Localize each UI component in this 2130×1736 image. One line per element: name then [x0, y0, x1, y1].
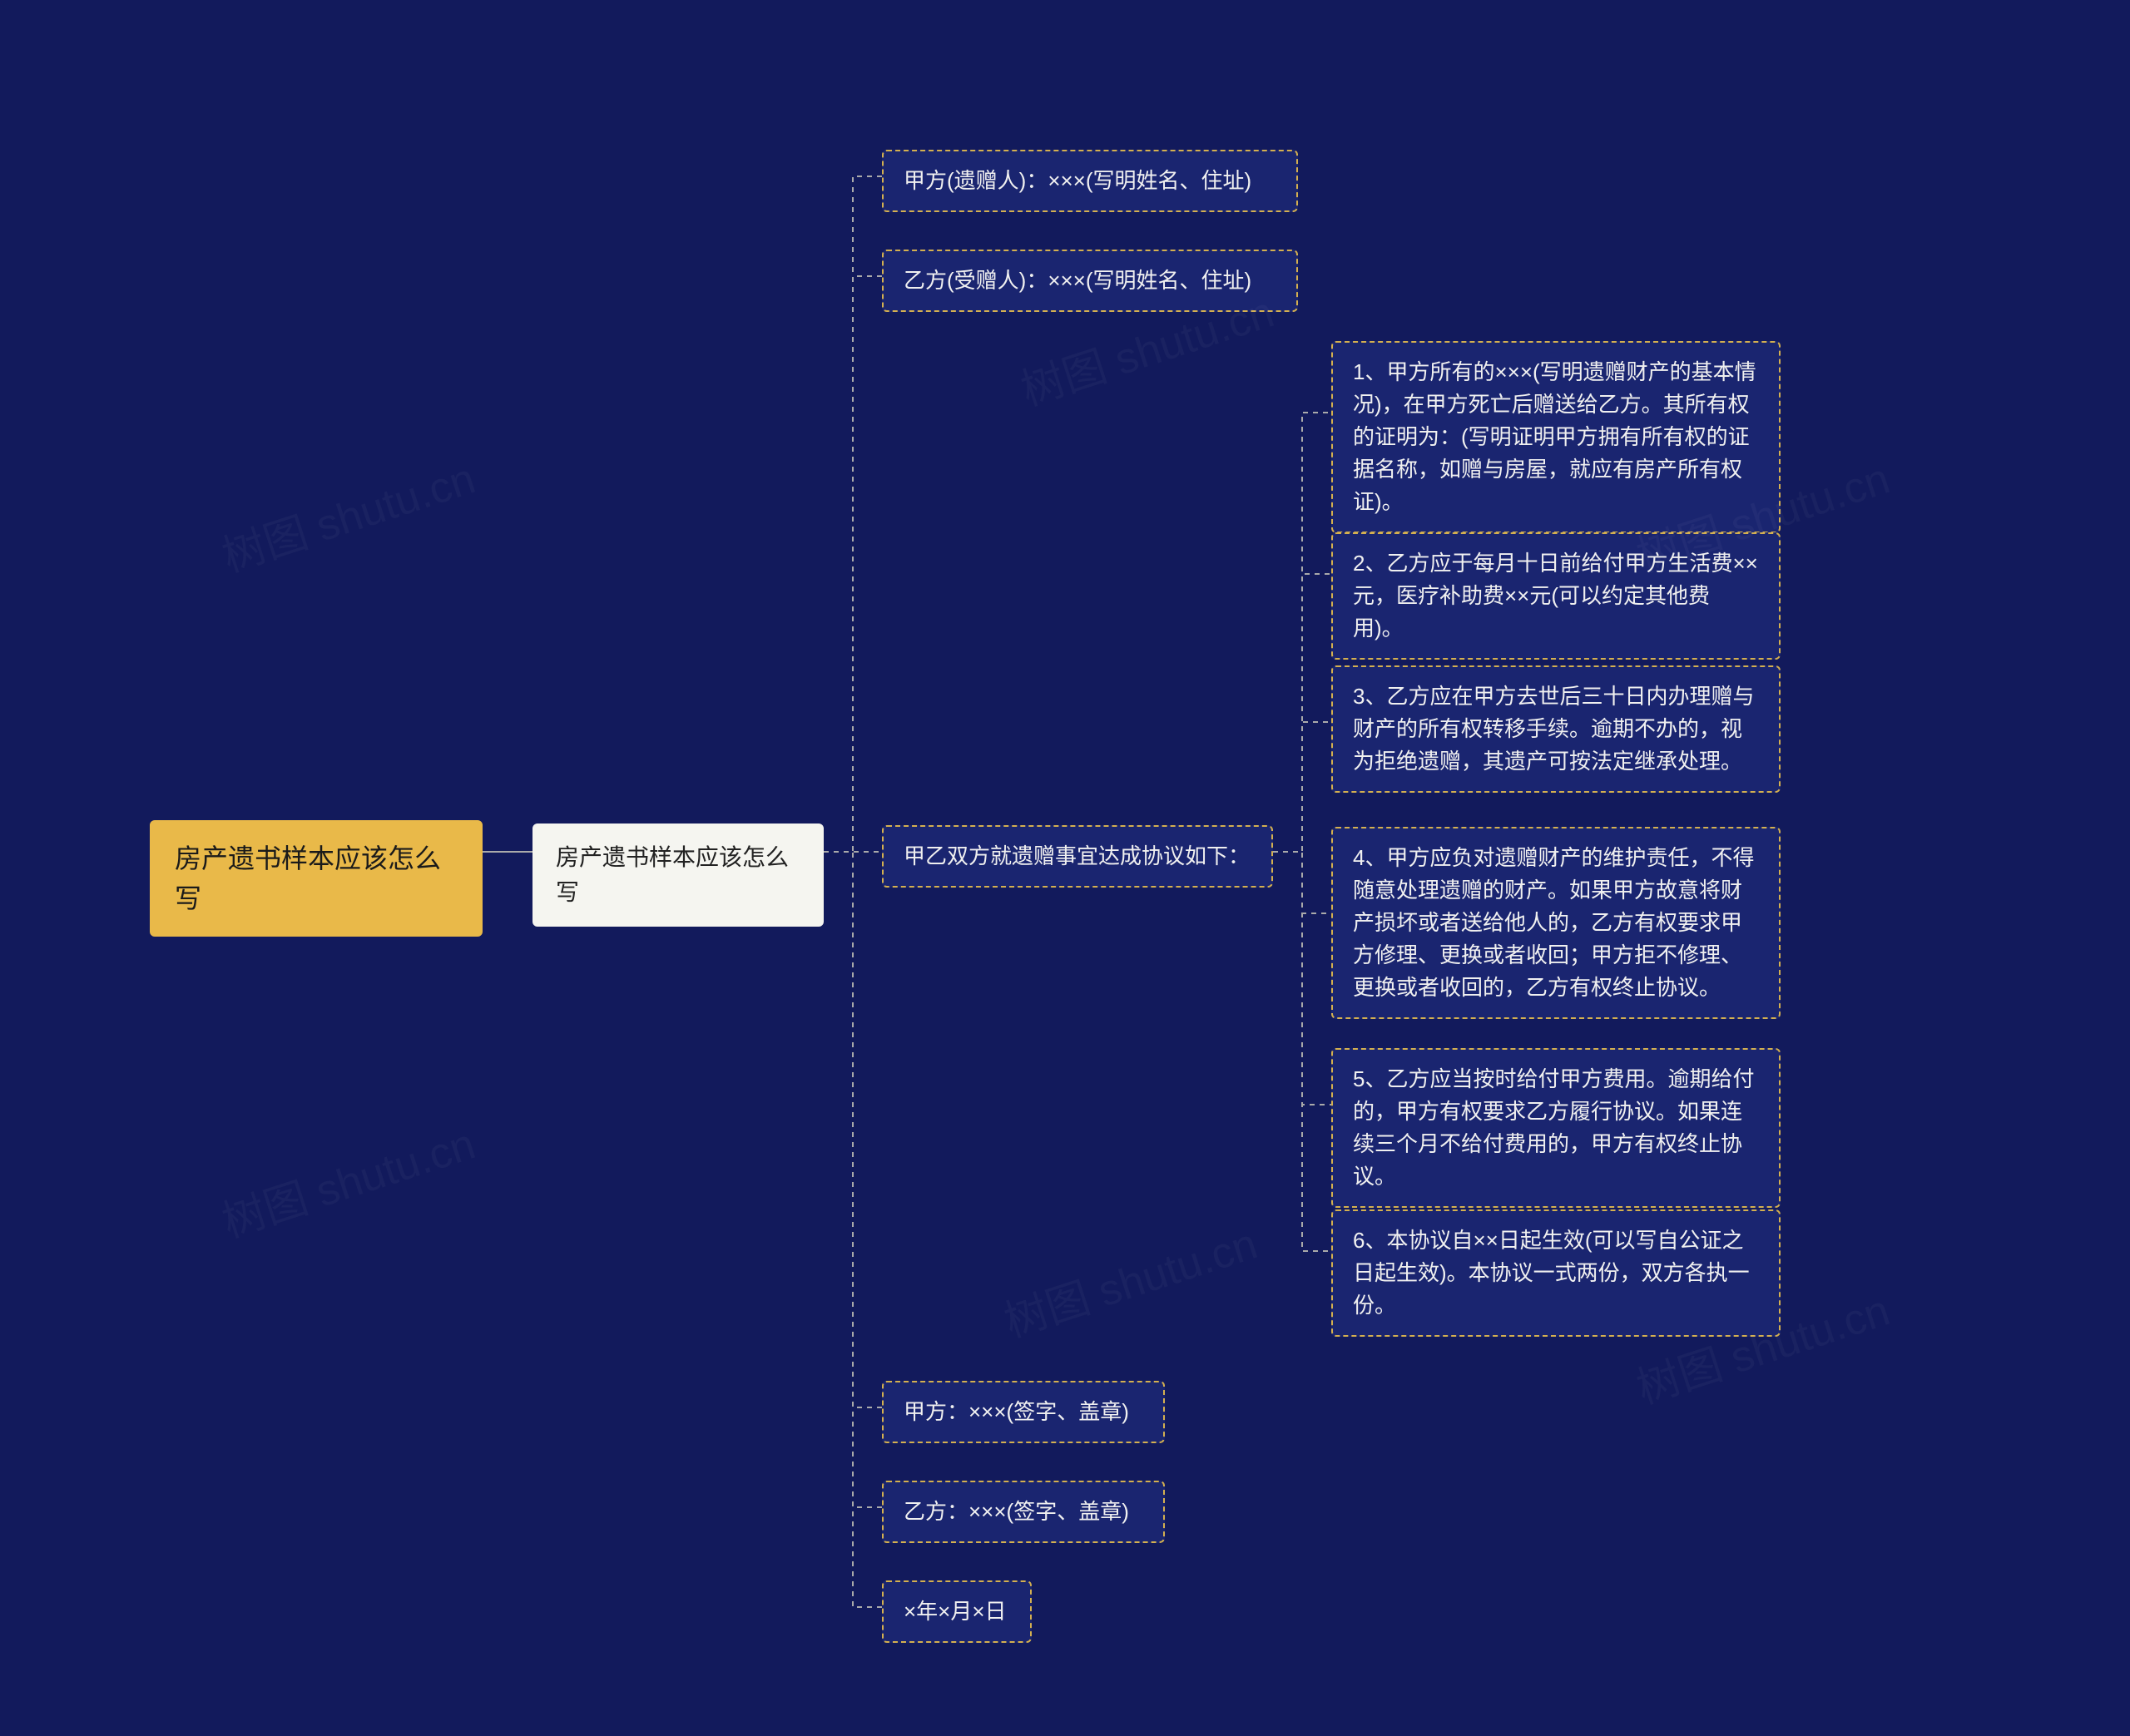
- watermark: 树图 shutu.cn: [213, 443, 482, 584]
- child-c4: 4、甲方应负对遗赠财产的维护责任，不得随意处理遗赠的财产。如果甲方故意将财产损坏…: [1331, 827, 1781, 1019]
- watermark: 树图 shutu.cn: [213, 1109, 482, 1249]
- child-c2: 2、乙方应于每月十日前给付甲方生活费××元，医疗补助费××元(可以约定其他费用)…: [1331, 532, 1781, 660]
- branch-b1: 甲方(遗赠人)：×××(写明姓名、住址): [882, 150, 1298, 212]
- child-c5: 5、乙方应当按时给付甲方费用。逾期给付的，甲方有权要求乙方履行协议。如果连续三个…: [1331, 1048, 1781, 1208]
- child-c3: 3、乙方应在甲方去世后三十日内办理赠与财产的所有权转移手续。逾期不办的，视为拒绝…: [1331, 665, 1781, 793]
- child-c6: 6、本协议自××日起生效(可以写自公证之日起生效)。本协议一式两份，双方各执一份…: [1331, 1209, 1781, 1337]
- branch-b6: ×年×月×日: [882, 1580, 1032, 1643]
- watermark: 树图 shutu.cn: [995, 1209, 1264, 1349]
- branch-b2: 乙方(受赠人)：×××(写明姓名、住址): [882, 250, 1298, 312]
- branch-b4: 甲方：×××(签字、盖章): [882, 1381, 1165, 1443]
- level1-node: 房产遗书样本应该怎么写: [532, 823, 824, 927]
- branch-b3: 甲乙双方就遗赠事宜达成协议如下：: [882, 825, 1273, 888]
- branch-b5: 乙方：×××(签字、盖章): [882, 1481, 1165, 1543]
- root-node: 房产遗书样本应该怎么写: [150, 820, 483, 937]
- child-c1: 1、甲方所有的×××(写明遗赠财产的基本情况)，在甲方死亡后赠送给乙方。其所有权…: [1331, 341, 1781, 533]
